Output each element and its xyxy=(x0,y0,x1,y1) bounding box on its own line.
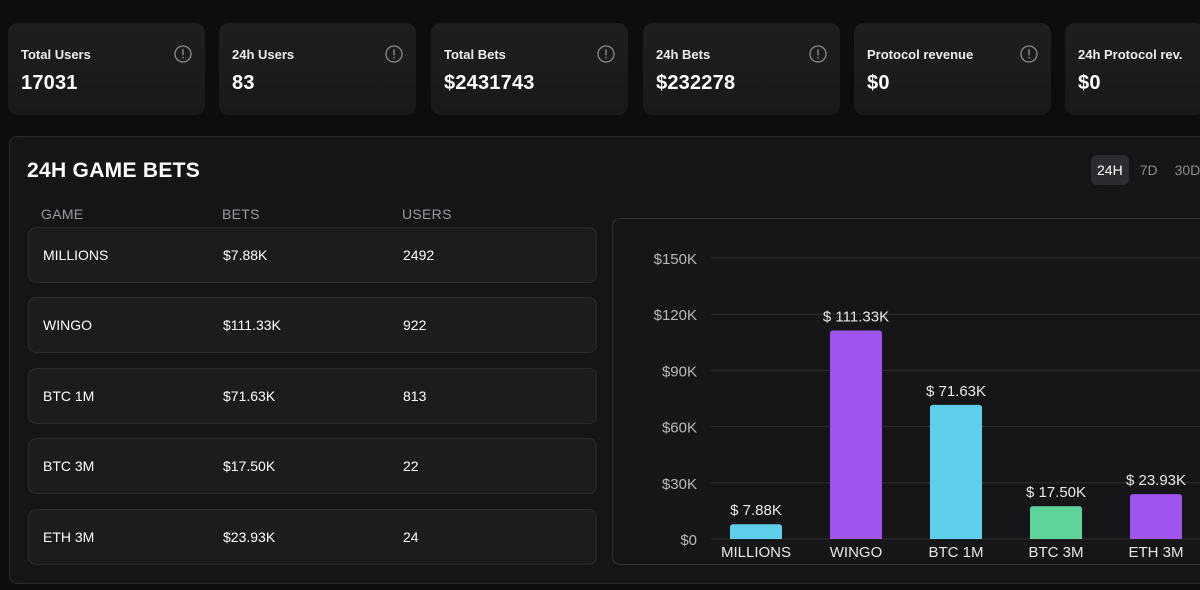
y-tick-label: $90K xyxy=(662,363,697,380)
bar xyxy=(1030,506,1082,539)
bar xyxy=(930,404,982,539)
game-bets-panel: 24H GAME BETS 24H 7D 30D GAME BETS USERS… xyxy=(9,136,1200,584)
stat-card-protocol-revenue: Protocol revenue $0 xyxy=(854,23,1051,115)
y-tick-label: $0 xyxy=(680,532,697,549)
info-icon[interactable] xyxy=(597,45,615,63)
stat-label: Protocol revenue xyxy=(867,47,974,62)
stat-value: 17031 xyxy=(21,72,78,94)
bar-chart-svg: $0 $30K $60K $90K $120K $150K $ 7.88K MILLIONS $… xyxy=(654,251,1200,561)
bets-cell: $17.50K xyxy=(223,458,276,474)
x-tick-label: BTC 1M xyxy=(928,544,983,561)
x-tick-label: ETH 3M xyxy=(1128,544,1183,561)
stat-label: 24h Protocol rev. xyxy=(1078,47,1183,62)
data-label: $ 71.63K xyxy=(926,383,986,400)
column-header-users: USERS xyxy=(402,206,452,222)
stat-card-24h-bets: 24h Bets $232278 xyxy=(643,23,840,115)
stat-label: Total Users xyxy=(21,47,91,62)
tab-7d[interactable]: 7D xyxy=(1139,162,1158,178)
game-cell: MILLIONS xyxy=(43,247,109,263)
bets-cell: $23.93K xyxy=(223,529,276,545)
users-cell: 922 xyxy=(403,317,427,333)
bar xyxy=(730,524,782,539)
game-cell: ETH 3M xyxy=(43,529,95,545)
bar xyxy=(1130,494,1182,539)
users-cell: 22 xyxy=(403,458,419,474)
y-tick-label: $150K xyxy=(654,251,697,268)
bets-cell: $7.88K xyxy=(223,247,268,263)
info-icon[interactable] xyxy=(1020,45,1038,63)
stat-value: $0 xyxy=(867,72,890,94)
data-label: $ 111.33K xyxy=(823,308,889,325)
stat-label: 24h Users xyxy=(232,47,295,62)
panel-title: 24H GAME BETS xyxy=(27,159,201,182)
tab-30d[interactable]: 30D xyxy=(1174,162,1200,178)
game-cell: WINGO xyxy=(43,317,92,333)
info-icon[interactable] xyxy=(174,45,192,63)
x-tick-label: MILLIONS xyxy=(721,544,791,561)
y-tick-label: $60K xyxy=(662,420,697,437)
stat-label: 24h Bets xyxy=(656,47,711,62)
column-header-game: GAME xyxy=(41,206,84,222)
table-row[interactable]: MILLIONS $7.88K 2492 xyxy=(28,227,597,283)
stat-card-total-bets: Total Bets $2431743 xyxy=(431,23,628,115)
stat-card-24h-users: 24h Users 83 xyxy=(219,23,416,115)
table-row[interactable]: WINGO $111.33K 922 xyxy=(28,297,597,353)
bar-chart: $0 $30K $60K $90K $120K $150K $ 7.88K MILLIONS $… xyxy=(612,218,1200,565)
range-tabs: 24H 7D 30D xyxy=(1091,155,1200,185)
stat-card-24h-protocol-rev: 24h Protocol rev. $0 xyxy=(1065,23,1200,115)
x-tick-label: WINGO xyxy=(830,544,883,561)
stat-value: $2431743 xyxy=(444,72,535,94)
data-label: $ 23.93K xyxy=(1126,472,1186,489)
info-icon[interactable] xyxy=(809,45,827,63)
users-cell: 813 xyxy=(403,388,427,404)
tab-24h[interactable]: 24H xyxy=(1091,155,1129,185)
column-header-bets: BETS xyxy=(222,206,260,222)
stat-value: 83 xyxy=(232,72,255,94)
bets-cell: $111.33K xyxy=(223,317,281,333)
data-label: $ 17.50K xyxy=(1026,484,1086,501)
users-cell: 24 xyxy=(403,529,419,545)
table-row[interactable]: BTC 3M $17.50K 22 xyxy=(28,438,597,494)
y-tick-label: $120K xyxy=(654,307,697,324)
table-row[interactable]: ETH 3M $23.93K 24 xyxy=(28,509,597,565)
bar xyxy=(830,330,882,539)
table-row[interactable]: BTC 1M $71.63K 813 xyxy=(28,368,597,424)
game-cell: BTC 3M xyxy=(43,458,95,474)
bets-cell: $71.63K xyxy=(223,388,276,404)
stat-value: $232278 xyxy=(656,72,736,94)
users-cell: 2492 xyxy=(403,247,435,263)
stat-label: Total Bets xyxy=(444,47,506,62)
stat-card-total-users: Total Users 17031 xyxy=(8,23,205,115)
stat-value: $0 xyxy=(1078,72,1101,94)
data-label: $ 7.88K xyxy=(730,502,782,519)
game-cell: BTC 1M xyxy=(43,388,95,404)
info-icon[interactable] xyxy=(385,45,403,63)
y-tick-label: $30K xyxy=(662,476,697,493)
x-tick-label: BTC 3M xyxy=(1028,544,1083,561)
